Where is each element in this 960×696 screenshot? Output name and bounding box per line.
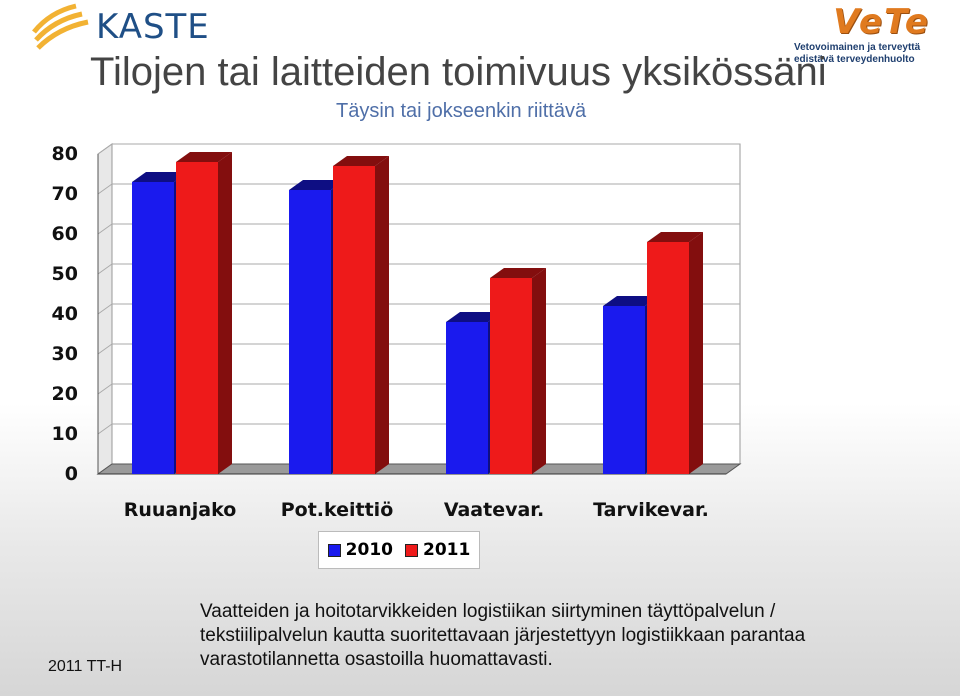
legend-swatch-2011 <box>405 543 418 557</box>
bar-2010-0 <box>132 182 174 474</box>
y-tick-label: 80 <box>52 143 78 165</box>
y-tick-label: 50 <box>52 263 78 285</box>
bar-side-2011-1 <box>375 156 389 474</box>
legend-item-2011: 2011 <box>405 540 470 560</box>
caption-line: varastotilannetta osastoilla huomattavas… <box>200 649 553 670</box>
bar-2010-2 <box>446 322 488 474</box>
caption-line: tekstiilipalvelun kautta suoritettavaan … <box>200 625 806 646</box>
y-tick-label: 10 <box>52 423 78 445</box>
bar-2011-3 <box>647 242 689 474</box>
x-tick-label: Vaatevar. <box>444 499 544 521</box>
page-subtitle: Täysin tai jokseenkin riittävä <box>336 100 587 122</box>
kaste-logo-text: KASTE <box>96 7 210 47</box>
legend-label-2010: 2010 <box>345 540 393 560</box>
bar-2010-1 <box>289 190 331 474</box>
vete-tagline-1: Vetovoimainen ja terveyttä <box>794 42 921 53</box>
y-tick-label: 40 <box>52 303 78 325</box>
legend-item-2010: 2010 <box>327 540 393 560</box>
caption: Vaatteiden ja hoitotarvikkeiden logistii… <box>200 600 920 672</box>
gridline-depth <box>97 343 113 355</box>
legend-swatch-2010 <box>327 543 341 557</box>
kaste-logo-icon <box>32 3 89 50</box>
gridline-depth <box>97 383 113 395</box>
bar-top-2011-1 <box>333 156 389 166</box>
bar-top-2010-1 <box>289 180 345 190</box>
gridline-depth <box>97 303 113 315</box>
chart-legend: 2010 2011 <box>318 531 480 569</box>
y-tick-label: 0 <box>65 463 78 485</box>
bar-side-2011-0 <box>218 152 232 474</box>
bar-chart: 0 10 20 30 40 50 60 70 80 Ruuanjako Pot.keittiö Vaa… <box>52 143 742 521</box>
bar-side-2011-3 <box>689 232 703 474</box>
x-tick-label: Pot.keittiö <box>281 499 394 521</box>
footer-date: 2011 TT-H <box>48 658 123 675</box>
y-tick-label: 60 <box>52 223 78 245</box>
x-tick-label: Tarvikevar. <box>593 499 709 521</box>
bar-side-2011-2 <box>532 268 546 474</box>
x-tick-label: Ruuanjako <box>124 499 237 521</box>
caption-line: Vaatteiden ja hoitotarvikkeiden logistii… <box>200 601 776 622</box>
y-tick-label: 30 <box>52 343 78 365</box>
vete-logo-text: VeTe <box>833 2 930 42</box>
gridline-depth <box>97 183 113 195</box>
kaste-logo: KASTE <box>30 2 210 52</box>
gridline-depth <box>97 263 113 275</box>
page-title: Tilojen tai laitteiden toimivuus yksikös… <box>90 50 827 94</box>
y-tick-label: 20 <box>52 383 78 405</box>
y-tick-label: 70 <box>52 183 78 205</box>
vete-tagline-2: edistävä terveydenhuolto <box>794 54 915 65</box>
bar-top-2010-2 <box>446 312 502 322</box>
bar-2010-3 <box>603 306 645 474</box>
gridline-depth <box>97 143 113 155</box>
bar-top-2011-0 <box>176 152 232 162</box>
bar-2011-0 <box>176 162 218 474</box>
bar-top-2010-3 <box>603 296 659 306</box>
bar-top-2011-3 <box>647 232 703 242</box>
bar-top-2010-0 <box>132 172 188 182</box>
legend-label-2011: 2011 <box>423 540 471 560</box>
bar-top-2011-2 <box>490 268 546 278</box>
gridline-depth <box>97 423 113 435</box>
vete-logo: VeTe Vetovoimainen ja terveyttä edistävä… <box>794 2 944 66</box>
gridline-depth <box>97 223 113 235</box>
bar-2011-1 <box>333 166 375 474</box>
bar-2011-2 <box>490 278 532 474</box>
